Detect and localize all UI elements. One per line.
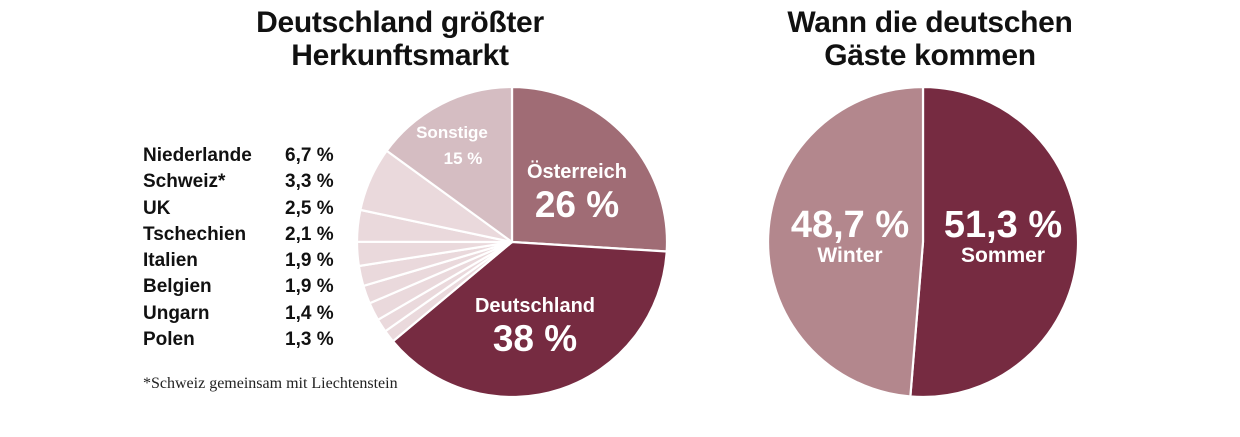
legend-item-value: 2,5 % — [285, 197, 334, 219]
legend-item: Polen 1,3 % — [143, 329, 345, 355]
footnote: *Schweiz gemeinsam mit Liechtenstein — [143, 375, 398, 392]
legend-item-name: Niederlande — [143, 145, 252, 166]
legend-item-value: 1,9 % — [285, 250, 334, 272]
legend-item-value: 2,1 % — [285, 223, 334, 245]
chart-title-line: Deutschland größter — [256, 6, 544, 39]
pie-slice-sommer — [909, 85, 1080, 399]
slice-label-sonstige-value: 15 % — [444, 149, 483, 168]
legend-item-value: 1,9 % — [285, 276, 334, 298]
pie-slice-deutschland — [391, 240, 668, 399]
legend-item: Tschechien 2,1 % — [143, 224, 345, 250]
slice-label-deutschland-name: Deutschland — [475, 295, 595, 317]
legend-item: Schweiz* 3,3 % — [143, 171, 345, 197]
legend-item-value: 3,3 % — [285, 171, 334, 193]
chart-title-line: Herkunftsmarkt — [291, 39, 509, 72]
slice-label-winter-value: 48,7 % — [791, 204, 909, 246]
legend-item-name: Ungarn — [143, 302, 210, 324]
chart-title-guest-season: Wann die deutschen Gäste kommen — [700, 6, 1160, 72]
legend-item-value: 1,3 % — [285, 329, 334, 351]
pie-slice-winter — [766, 85, 925, 398]
chart-title-line: Gäste kommen — [824, 39, 1036, 72]
small-markets-legend: Niederlande 6,7 % Schweiz* 3,3 % UK 2,5 … — [143, 145, 345, 355]
legend-item: Belgien 1,9 % — [143, 276, 345, 302]
legend-item: UK 2,5 % — [143, 198, 345, 224]
legend-item-value: 1,4 % — [285, 302, 334, 324]
pie-slice-sonstige — [385, 85, 514, 244]
legend-item-name: Belgien — [143, 276, 212, 298]
slice-label-oesterreich-name: Österreich — [527, 160, 627, 183]
slice-label-sommer-value: 51,3 % — [944, 204, 1062, 246]
chart-title-line: Wann die deutschen — [787, 6, 1073, 39]
slice-label-sonstige-name: Sonstige — [416, 123, 488, 142]
legend-item-name: Polen — [143, 329, 195, 351]
pie-slice-oesterreich — [510, 85, 669, 253]
legend-item-name: UK — [143, 197, 171, 219]
legend-item-name: Italien — [143, 250, 198, 272]
legend-item-name: Schweiz* — [143, 171, 226, 193]
slice-label-winter-name: Winter — [817, 244, 882, 267]
legend-item-name: Tschechien — [143, 223, 247, 245]
legend-item: Ungarn 1,4 % — [143, 303, 345, 329]
slice-label-deutschland-value: 38 % — [493, 318, 577, 359]
pie-chart-guest-season: 51,3 %Sommer 48,7 %Winter — [766, 85, 1080, 399]
slice-label-oesterreich-value: 26 % — [535, 184, 619, 225]
slice-label-sommer-name: Sommer — [961, 244, 1045, 267]
chart-title-origin-markets: Deutschland größter Herkunftsmarkt — [190, 6, 610, 72]
legend-item-value: 6,7 % — [285, 145, 334, 166]
legend-item: Italien 1,9 % — [143, 250, 345, 276]
legend-item: Niederlande 6,7 % — [143, 145, 345, 171]
